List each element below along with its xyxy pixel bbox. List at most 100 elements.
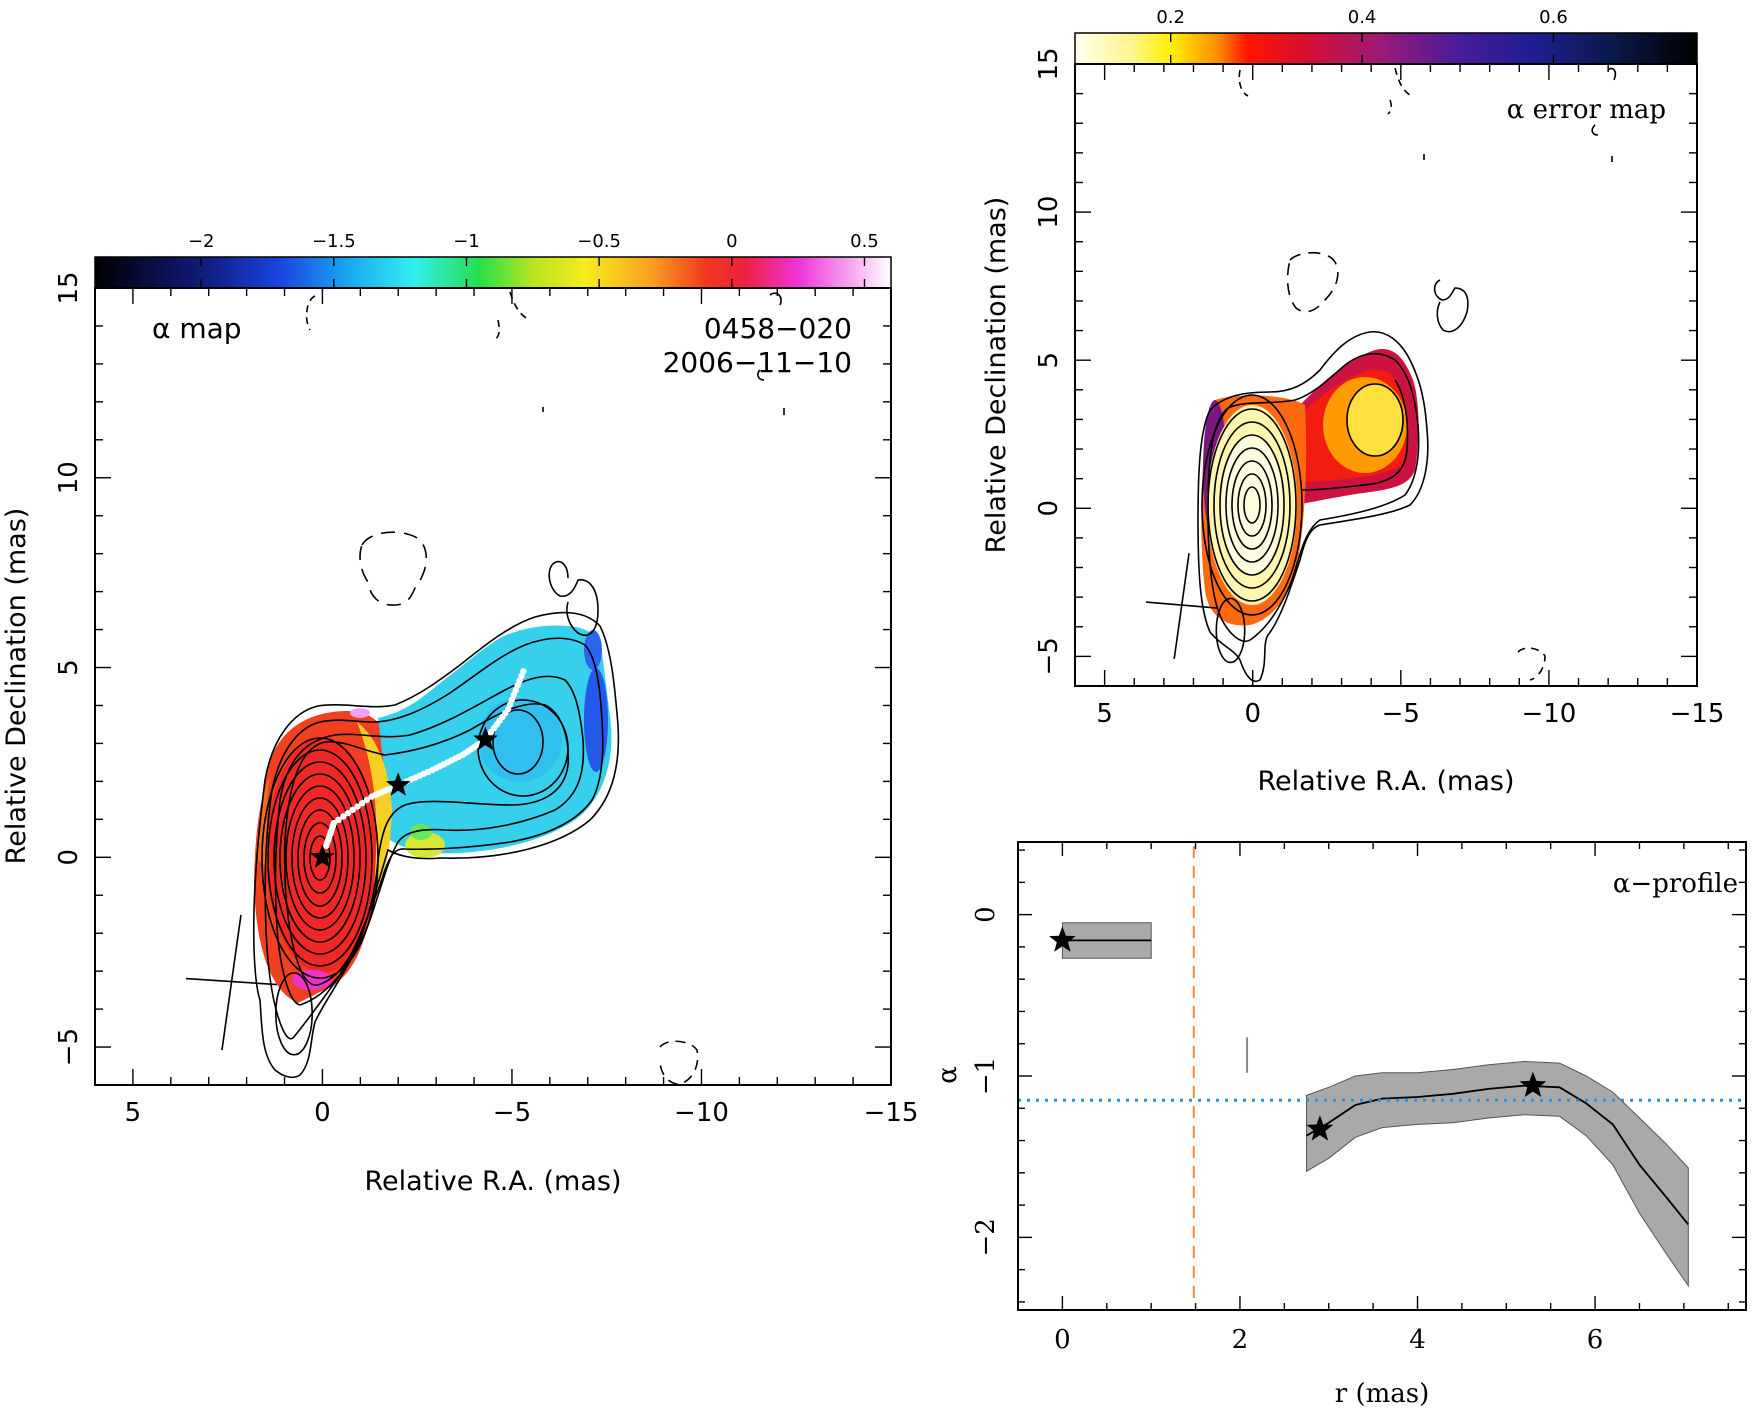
alpha-colorbar-gradient xyxy=(94,256,892,289)
error-map-ylabel: Relative Declination (mas) xyxy=(981,197,1012,554)
core-contour-2 xyxy=(267,749,373,967)
error-colorbar-gradient xyxy=(1074,32,1698,65)
error-contour-3 xyxy=(1301,379,1409,491)
isolated-contour-dashed-big xyxy=(359,531,428,606)
profile-panel-label: α−profile xyxy=(1613,869,1738,899)
x-tick-label: −10 xyxy=(1521,699,1576,729)
error-core-contour-2 xyxy=(1207,408,1297,602)
error-contour-2 xyxy=(1207,352,1420,642)
alpha-profile-line xyxy=(1306,1084,1690,1226)
star-marker xyxy=(1519,1071,1547,1097)
x-tick-label: 5 xyxy=(125,1098,142,1128)
star-marker xyxy=(473,726,498,751)
error-isolated-contour-dashed xyxy=(1286,251,1339,313)
ridge-dot xyxy=(340,813,347,820)
alpha-map-beam xyxy=(185,914,313,1056)
core-contour-5 xyxy=(285,785,355,931)
x-tick-label: 5 xyxy=(1096,699,1113,729)
alpha-blue-edge-2 xyxy=(584,630,602,670)
x-tick-label: −5 xyxy=(1382,699,1420,729)
error-core-contour-7 xyxy=(1237,473,1267,537)
error-map-contours xyxy=(1197,67,1617,682)
beam-major-axis xyxy=(221,914,242,1051)
x-tick-label: 0 xyxy=(314,1098,331,1128)
colorbar-tick-label: −1.5 xyxy=(312,231,356,252)
profile-ylabel: α xyxy=(933,1066,963,1084)
x-tick-label: −15 xyxy=(864,1098,919,1128)
x-tick-label: 6 xyxy=(1587,1325,1604,1355)
core-contour-9 xyxy=(309,835,331,881)
error-core-contour-4 xyxy=(1219,434,1285,576)
y-tick-label: 0 xyxy=(54,849,84,866)
alpha-map-source-name: 0458−020 xyxy=(704,312,852,345)
alpha-map-xlabel: Relative R.A. (mas) xyxy=(365,1166,622,1197)
alpha-map-frame xyxy=(94,287,892,1086)
error-core-contour-5 xyxy=(1225,447,1279,563)
colorbar-tick-label: 0.2 xyxy=(1156,7,1185,28)
error-map-xlabel: Relative R.A. (mas) xyxy=(1258,766,1515,797)
ridge-dot xyxy=(520,668,527,675)
alpha-error-colorbar: 0.2 0.4 0.6 xyxy=(1074,7,1698,65)
error-core-contour-1 xyxy=(1201,394,1303,616)
y-tick-label: 0 xyxy=(971,906,1001,923)
error-jet-hot-inner xyxy=(1347,384,1403,456)
alpha-pink-top xyxy=(350,708,370,718)
alpha-profile-panel: 0 2 4 6 0 −1 −2 α−profile r (mas) α xyxy=(933,841,1747,1409)
y-tick-label: 10 xyxy=(54,461,84,494)
alpha-map-colorbar: −2 −1.5 −1 −0.5 0 0.5 xyxy=(94,231,892,289)
error-map-beam xyxy=(1146,553,1246,664)
x-tick-label: 0 xyxy=(1244,699,1261,729)
colorbar-tick-label: −0.5 xyxy=(577,231,621,252)
ridge-dot xyxy=(344,809,352,817)
jet-knot-contour-inner xyxy=(492,709,544,775)
alpha-error-map-image xyxy=(1146,67,1617,682)
ridge-dot xyxy=(349,806,356,814)
y-tick-label: −1 xyxy=(971,1057,1001,1095)
isolated-contour-right-knot xyxy=(548,560,599,636)
contour-4 xyxy=(283,703,570,986)
error-map-axes: 5 0 −5 −10 −15 −5 0 5 10 15 xyxy=(1034,47,1724,729)
alpha-error-map-panel: 0.2 0.4 0.6 xyxy=(981,7,1724,797)
beam-ellipse xyxy=(275,972,313,1056)
ridge-dot xyxy=(359,800,366,807)
isolated-contour-bottom-dashed xyxy=(659,1040,699,1085)
error-band xyxy=(1306,1060,1689,1288)
x-tick-label: 4 xyxy=(1409,1325,1426,1355)
y-tick-label: 5 xyxy=(1034,352,1064,369)
alpha-profile-plot xyxy=(1018,846,1746,1300)
x-tick-label: −10 xyxy=(674,1098,729,1128)
core-contour-3 xyxy=(273,761,367,955)
beam-ellipse xyxy=(1215,597,1246,664)
alpha-colorbar-ticks: −2 −1.5 −1 −0.5 0 0.5 xyxy=(188,231,879,288)
core-contour-1 xyxy=(261,737,379,979)
beam-major-axis xyxy=(1173,553,1190,659)
alpha-blue-edge xyxy=(584,668,608,772)
y-tick-label: −5 xyxy=(1034,637,1064,675)
error-isolated-contour-top-3 xyxy=(1607,67,1617,81)
profile-xlabel: r (mas) xyxy=(1335,1379,1429,1409)
beam-minor-axis xyxy=(1146,601,1218,609)
ridge-dot xyxy=(363,796,371,804)
core-contour-8 xyxy=(303,822,337,894)
y-tick-label: 15 xyxy=(1034,47,1064,80)
error-core-contour-8 xyxy=(1243,486,1261,524)
alpha-map-contours xyxy=(252,291,785,1085)
error-isolated-contour-top xyxy=(1238,69,1249,97)
x-tick-label: 2 xyxy=(1232,1325,1249,1355)
colorbar-tick-label: 0 xyxy=(726,231,737,252)
alpha-map-date: 2006−11−10 xyxy=(663,346,852,379)
ridge-dot xyxy=(354,803,361,810)
alpha-map-ylabel: Relative Declination (mas) xyxy=(1,508,32,865)
error-colorbar-ticks: 0.2 0.4 0.6 xyxy=(1156,7,1568,64)
x-tick-label: 0 xyxy=(1054,1325,1071,1355)
x-tick-label: −15 xyxy=(1670,699,1725,729)
colorbar-tick-label: 0.4 xyxy=(1348,7,1377,28)
y-tick-label: 10 xyxy=(1034,196,1064,229)
star-marker xyxy=(1049,926,1076,952)
alpha-map-panel-label: α map xyxy=(152,312,242,345)
error-isolated-contour-small xyxy=(1591,124,1599,136)
star-marker xyxy=(385,772,411,796)
error-core-peak-inner xyxy=(1222,435,1282,575)
star-marker xyxy=(310,844,335,868)
